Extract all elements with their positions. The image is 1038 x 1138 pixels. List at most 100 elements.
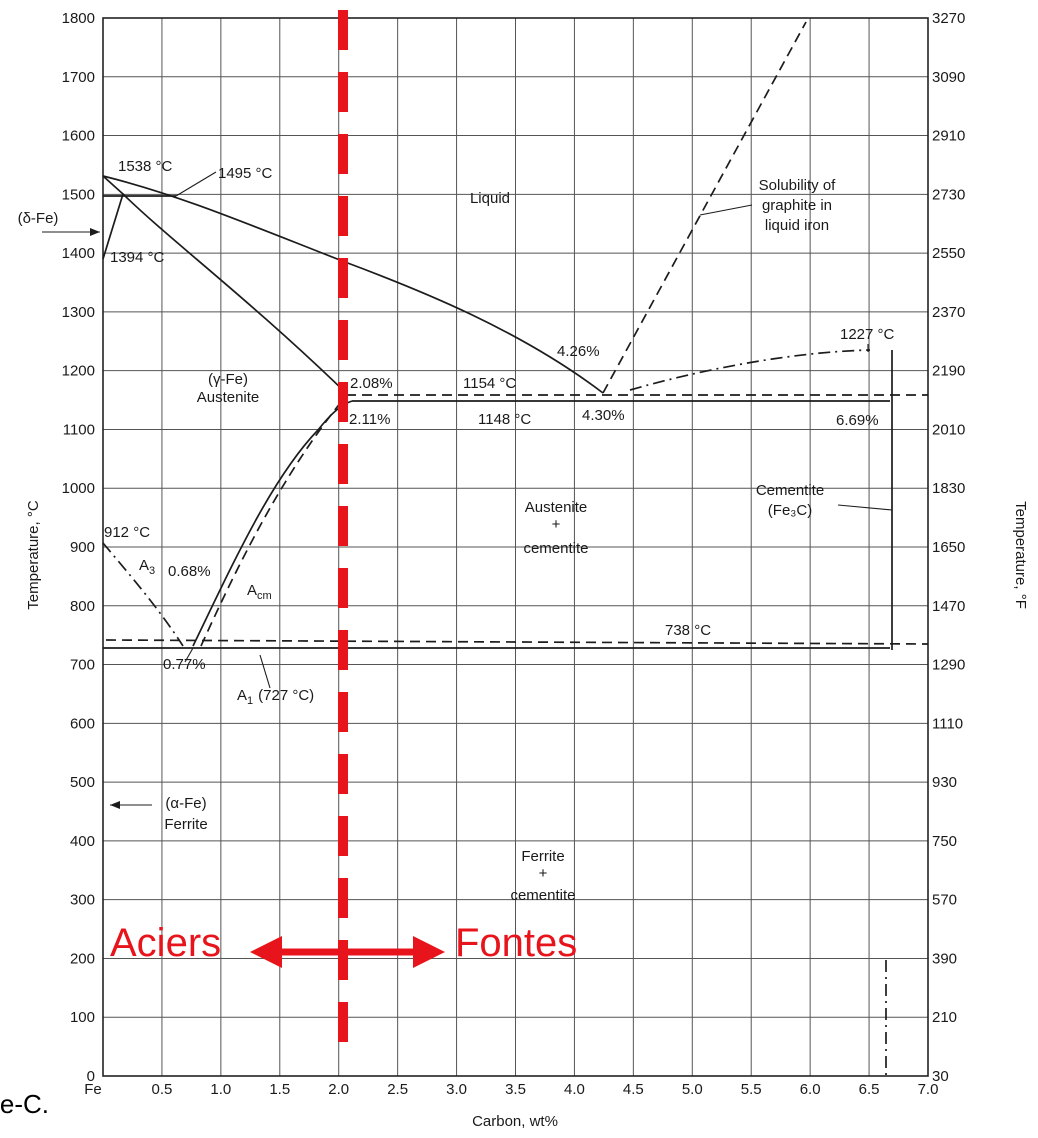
y-tick-label-right: 390 — [932, 950, 957, 967]
solidus-line — [122, 193, 347, 394]
y-tick-label-left: 700 — [70, 657, 95, 674]
y-axis-title-left: Temperature, °C — [25, 500, 42, 610]
x-tick-label: 1.0 — [210, 1081, 231, 1098]
y-tick-label-left: 1600 — [62, 128, 95, 145]
region-austenite: Austenite — [197, 389, 260, 406]
ferrite-arrowhead — [110, 801, 120, 809]
y-tick-label-right: 930 — [932, 774, 957, 791]
delta-ferrite-line — [102, 175, 124, 260]
a1-leader — [259, 654, 271, 689]
region-ferrite: Ferrite — [164, 816, 207, 833]
x-tick-label: 2.0 — [328, 1081, 349, 1098]
acm-subscript: cm — [257, 590, 272, 602]
y-tick-label-right: 2550 — [932, 245, 965, 262]
x-tick-label: 5.0 — [682, 1081, 703, 1098]
liquidus-line — [102, 175, 604, 394]
plot-border — [102, 17, 929, 1077]
y-tick-label-left: 1000 — [62, 480, 95, 497]
y-tick-label-right: 2730 — [932, 186, 965, 203]
y-tick-label-left: 300 — [70, 892, 95, 909]
x-tick-label: 3.5 — [505, 1081, 526, 1098]
caption-fragment: Fe-C. — [0, 1089, 49, 1119]
leader-lines — [42, 171, 893, 809]
y-tick-label-left: 1800 — [62, 10, 95, 27]
label-912: 912 °C — [104, 524, 150, 541]
y-tick-label-right: 210 — [932, 1009, 957, 1026]
y-tick-label-left: 200 — [70, 950, 95, 967]
region-fer-cem-2: + — [539, 865, 548, 882]
label-1394: 1394 °C — [110, 249, 165, 266]
y-tick-label-left: 1300 — [62, 304, 95, 321]
y-tick-label-right: 570 — [932, 892, 957, 909]
point-annotations: 1538 °C 1495 °C 1394 °C 1227 °C 1154 °C … — [104, 158, 895, 707]
y-tick-label-right: 1110 — [932, 715, 963, 732]
t1495-leader — [175, 171, 217, 197]
y-tick-label-left: 1400 — [62, 245, 95, 262]
a1-subscript: 1 — [247, 695, 253, 707]
fontes-label: Fontes — [455, 921, 577, 965]
x-tick-label: 7.0 — [918, 1081, 939, 1098]
region-aus-cem-2: + — [552, 516, 561, 533]
x-tick-label: 5.5 — [741, 1081, 762, 1098]
y-tick-label-left: 100 — [70, 1009, 95, 1026]
label-426: 4.26% — [557, 343, 600, 360]
x-tick-label: 4.0 — [564, 1081, 585, 1098]
x-tick-label: 2.5 — [387, 1081, 408, 1098]
label-1538: 1538 °C — [118, 158, 173, 175]
aciers-label: Aciers — [110, 921, 221, 965]
x-tick-label: 4.5 — [623, 1081, 644, 1098]
y-tick-label-left: 600 — [70, 715, 95, 732]
y-axis-title-right: Temperature, °F — [1012, 501, 1029, 609]
y-tick-label-left: 1700 — [62, 69, 95, 86]
y-tick-label-right: 750 — [932, 833, 957, 850]
cementite-liquidus-line — [629, 349, 871, 391]
solubility-leader — [699, 204, 753, 216]
y-tick-label-right: 2910 — [932, 128, 965, 145]
region-aus-cem-1: Austenite — [525, 499, 588, 516]
region-liquid: Liquid — [470, 190, 510, 207]
solubility-label-2: graphite in — [762, 197, 832, 214]
solubility-label-1: Solubility of — [759, 177, 837, 194]
region-delta-fe: (δ-Fe) — [18, 210, 59, 227]
y-tick-label-right: 1650 — [932, 539, 965, 556]
grid — [102, 17, 929, 1077]
a3-subscript: 3 — [149, 565, 155, 577]
cementite-leader — [837, 504, 893, 511]
region-ferrite-symbol: (α-Fe) — [165, 795, 206, 812]
eutectoid-dash-line — [105, 639, 929, 645]
solubility-label-3: liquid iron — [765, 217, 829, 234]
region-austenite-symbol: (γ-Fe) — [208, 371, 248, 388]
y-tick-label-left: 0 — [87, 1068, 95, 1085]
x-tick-label: 3.0 — [446, 1081, 467, 1098]
y-tick-label-left: 500 — [70, 774, 95, 791]
acm-line — [192, 400, 353, 647]
acm-dash-line — [200, 395, 347, 647]
region-cementite: Cementite — [756, 482, 824, 499]
region-aus-cem-3: cementite — [523, 540, 588, 557]
y-tick-label-right: 1830 — [932, 480, 965, 497]
c077-leader — [184, 647, 194, 663]
y-tick-label-left: 1500 — [62, 186, 95, 203]
x-axis-title: Carbon, wt% — [472, 1113, 558, 1130]
y-tick-label-right: 1470 — [932, 598, 965, 615]
a1-temperature: (727 °C) — [258, 687, 314, 704]
arrow-head-left — [250, 936, 282, 968]
graphite-solubility-line — [602, 21, 807, 394]
label-1148: 1148 °C — [478, 411, 531, 428]
region-cementite-formula: (Fe₃C) — [768, 502, 812, 519]
region-fer-cem-1: Ferrite — [521, 848, 564, 865]
y-tick-label-right: 30 — [932, 1068, 949, 1085]
a1-letter: A — [237, 687, 247, 704]
label-1495: 1495 °C — [218, 165, 273, 182]
a3-letter: A — [139, 557, 149, 574]
label-1227: 1227 °C — [840, 326, 895, 343]
label-068: 0.68% — [168, 563, 211, 580]
label-430: 4.30% — [582, 407, 625, 424]
label-211: 2.11% — [349, 411, 390, 428]
y-tick-label-right: 2370 — [932, 304, 965, 321]
label-208: 2.08% — [350, 375, 393, 392]
acm-letter: A — [247, 582, 257, 599]
y-tick-label-right: 3270 — [932, 10, 965, 27]
y-tick-label-left: 400 — [70, 833, 95, 850]
